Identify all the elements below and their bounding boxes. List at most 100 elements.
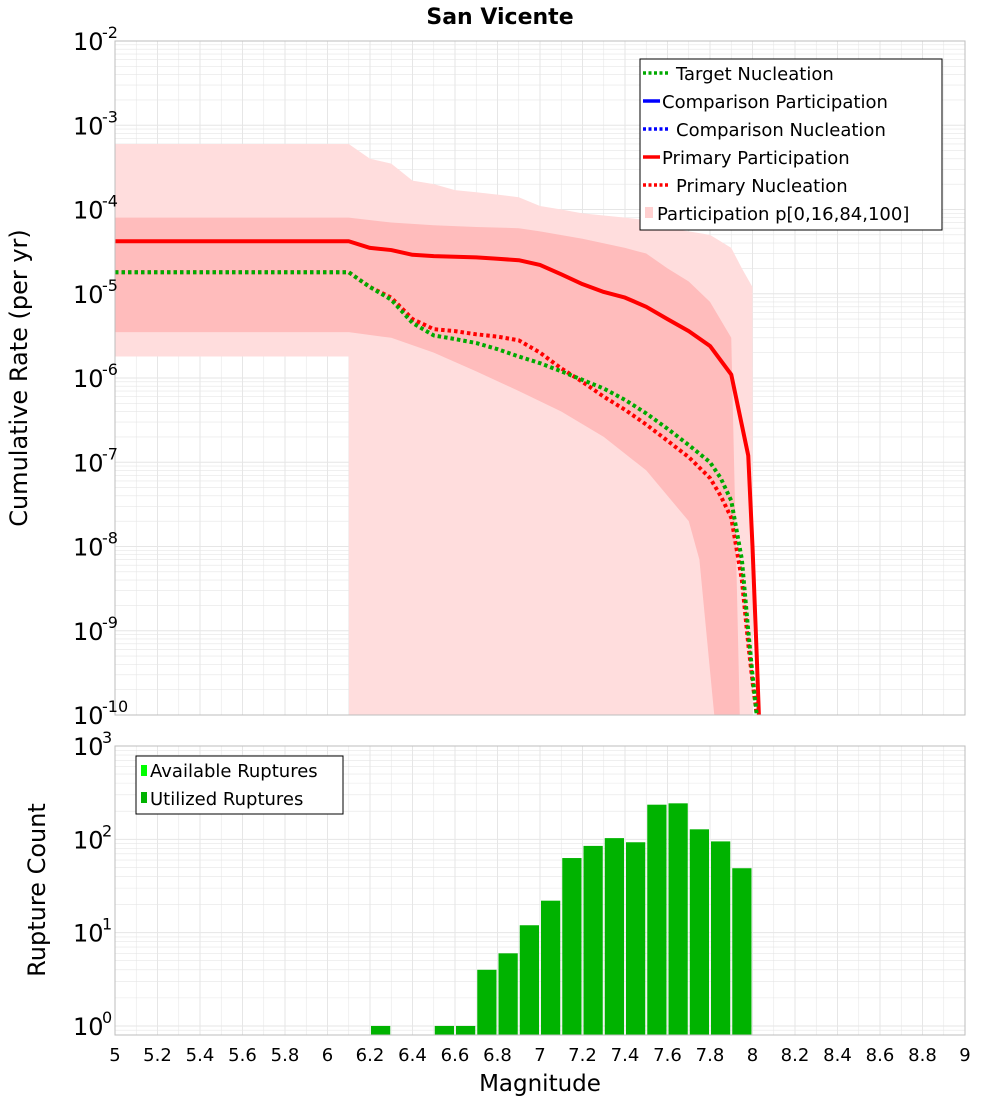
rupture-count-bar: [498, 953, 518, 1035]
magnitude-tick-label: 5: [109, 1045, 120, 1066]
rate-y-tick-label: 10-9: [73, 613, 118, 646]
magnitude-tick-label: 9: [959, 1045, 970, 1066]
tick-exponent: -4: [102, 192, 118, 211]
rate-y-tick-label: 10-4: [73, 192, 118, 225]
tick-exponent: 1: [102, 915, 112, 934]
tick-exponent: -5: [102, 276, 118, 295]
rupture-y-tick-label: 100: [73, 1008, 112, 1041]
tick-exponent: -8: [102, 529, 118, 548]
magnitude-tick-label: 8.8: [908, 1045, 937, 1066]
legend-participation-band-label: Participation p[0,16,84,100]: [657, 204, 909, 225]
tick-base: 10: [73, 449, 104, 477]
rate-y-tick-label: 10-5: [73, 276, 118, 309]
tick-base: 10: [73, 197, 104, 225]
magnitude-tick-label: 8.4: [823, 1045, 852, 1066]
rupture-legend-box: [135, 755, 344, 815]
magnitude-tick-label: 6.6: [441, 1045, 470, 1066]
rate-curves: [115, 239, 761, 716]
rupture-count-bar: [668, 803, 688, 1035]
tick-base: 10: [73, 826, 104, 854]
tick-exponent: -7: [102, 444, 118, 463]
magnitude-tick-label: 7: [534, 1045, 545, 1066]
rupture-count-bar: [456, 1025, 476, 1035]
rupture-count-bar: [626, 842, 646, 1035]
rupture-legend: Available Ruptures Utilized Ruptures: [135, 755, 344, 815]
magnitude-tick-label: 5.6: [228, 1045, 257, 1066]
magnitude-tick-label: 7.8: [696, 1045, 725, 1066]
rupture-count-bar: [583, 845, 603, 1035]
legend-primary-participation-label: Primary Participation: [662, 148, 850, 169]
magnitude-tick-label: 7.2: [568, 1045, 597, 1066]
rate-y-tick-label: 10-2: [73, 23, 118, 56]
rupture-count-bar: [732, 868, 752, 1035]
rupture-plot-frame: [114, 745, 966, 1036]
tick-exponent: -9: [102, 613, 118, 632]
rupture-y-axis-label: Rupture Count: [23, 803, 51, 977]
tick-base: 10: [73, 365, 104, 393]
target-nucleation-line: [115, 270, 759, 716]
legend-utilized-label: Utilized Ruptures: [150, 789, 303, 810]
rupture-count-bar: [562, 858, 582, 1035]
magnitude-tick-label: 6.8: [483, 1045, 512, 1066]
magnitude-tick-label: 6.4: [398, 1045, 427, 1066]
legend-participation-band-swatch: [645, 207, 653, 218]
primary-nucleation-line: [115, 270, 759, 716]
participation-band-p16-p84: [115, 217, 740, 715]
legend-available-swatch: [141, 765, 147, 776]
rate-y-tick-label: 10-10: [73, 697, 128, 730]
primary-participation-line: [115, 239, 761, 716]
tick-base: 10: [73, 28, 104, 56]
magnitude-tick-label: 7.6: [653, 1045, 682, 1066]
magnitude-tick-label: 5.8: [271, 1045, 300, 1066]
rupture-count-bar: [519, 925, 539, 1035]
rupture-count-bar: [477, 969, 497, 1035]
tick-base: 10: [73, 112, 104, 140]
rate-plot-frame: [114, 40, 966, 716]
legend-primary-nucleation-label: Primary Nucleation: [676, 176, 848, 197]
rupture-count-bar: [689, 829, 709, 1035]
rate-y-tick-label: 10-3: [73, 107, 118, 140]
tick-exponent: -6: [102, 360, 118, 379]
rupture-count-bar: [541, 900, 561, 1035]
magnitude-tick-label: 5.2: [143, 1045, 172, 1066]
tick-base: 10: [73, 733, 104, 761]
rupture-y-tick-label: 101: [73, 915, 112, 948]
magnitude-x-ticks: 5 5.2 5.4 5.6 5.8 6 6.2 6.4 6.6 6.8 7 7.2 7.4 7.6 7.8 8…: [109, 1045, 970, 1066]
tick-exponent: -3: [102, 107, 118, 126]
legend-target-nucleation-label: Target Nucleation: [675, 64, 834, 85]
tick-base: 10: [73, 281, 104, 309]
rate-y-tick-label: 10-7: [73, 444, 118, 477]
legend-comparison-nucleation-label: Comparison Nucleation: [676, 120, 886, 141]
magnitude-tick-label: 5.4: [186, 1045, 215, 1066]
magnitude-tick-label: 6.2: [356, 1045, 385, 1066]
rupture-y-tick-label: 102: [73, 821, 112, 854]
rupture-count-bar: [371, 1025, 391, 1035]
magnitude-x-axis-label: Magnitude: [479, 1071, 601, 1097]
legend-comparison-participation-label: Comparison Participation: [662, 92, 888, 113]
tick-exponent: 0: [102, 1008, 112, 1027]
chart-title: San Vicente: [426, 5, 573, 30]
rate-y-tick-label: 10-6: [73, 360, 118, 393]
tick-base: 10: [73, 618, 104, 646]
rupture-bars: [371, 803, 752, 1035]
rupture-count-bar: [647, 804, 667, 1035]
rate-y-axis-label: Cumulative Rate (per yr): [5, 229, 33, 527]
rupture-y-tick-label: 103: [73, 728, 112, 761]
rate-legend: Target Nucleation Comparison Participati…: [639, 58, 943, 231]
tick-base: 10: [73, 702, 104, 730]
legend-utilized-swatch: [141, 792, 147, 803]
rupture-count-bar: [711, 841, 731, 1035]
tick-exponent: 3: [102, 728, 112, 747]
tick-exponent: 2: [102, 821, 112, 840]
rupture-count-bar: [434, 1025, 454, 1035]
rate-y-tick-label: 10-8: [73, 529, 118, 562]
magnitude-tick-label: 8.2: [781, 1045, 810, 1066]
magnitude-tick-label: 6: [322, 1045, 333, 1066]
tick-exponent: -2: [102, 23, 118, 42]
tick-base: 10: [73, 920, 104, 948]
